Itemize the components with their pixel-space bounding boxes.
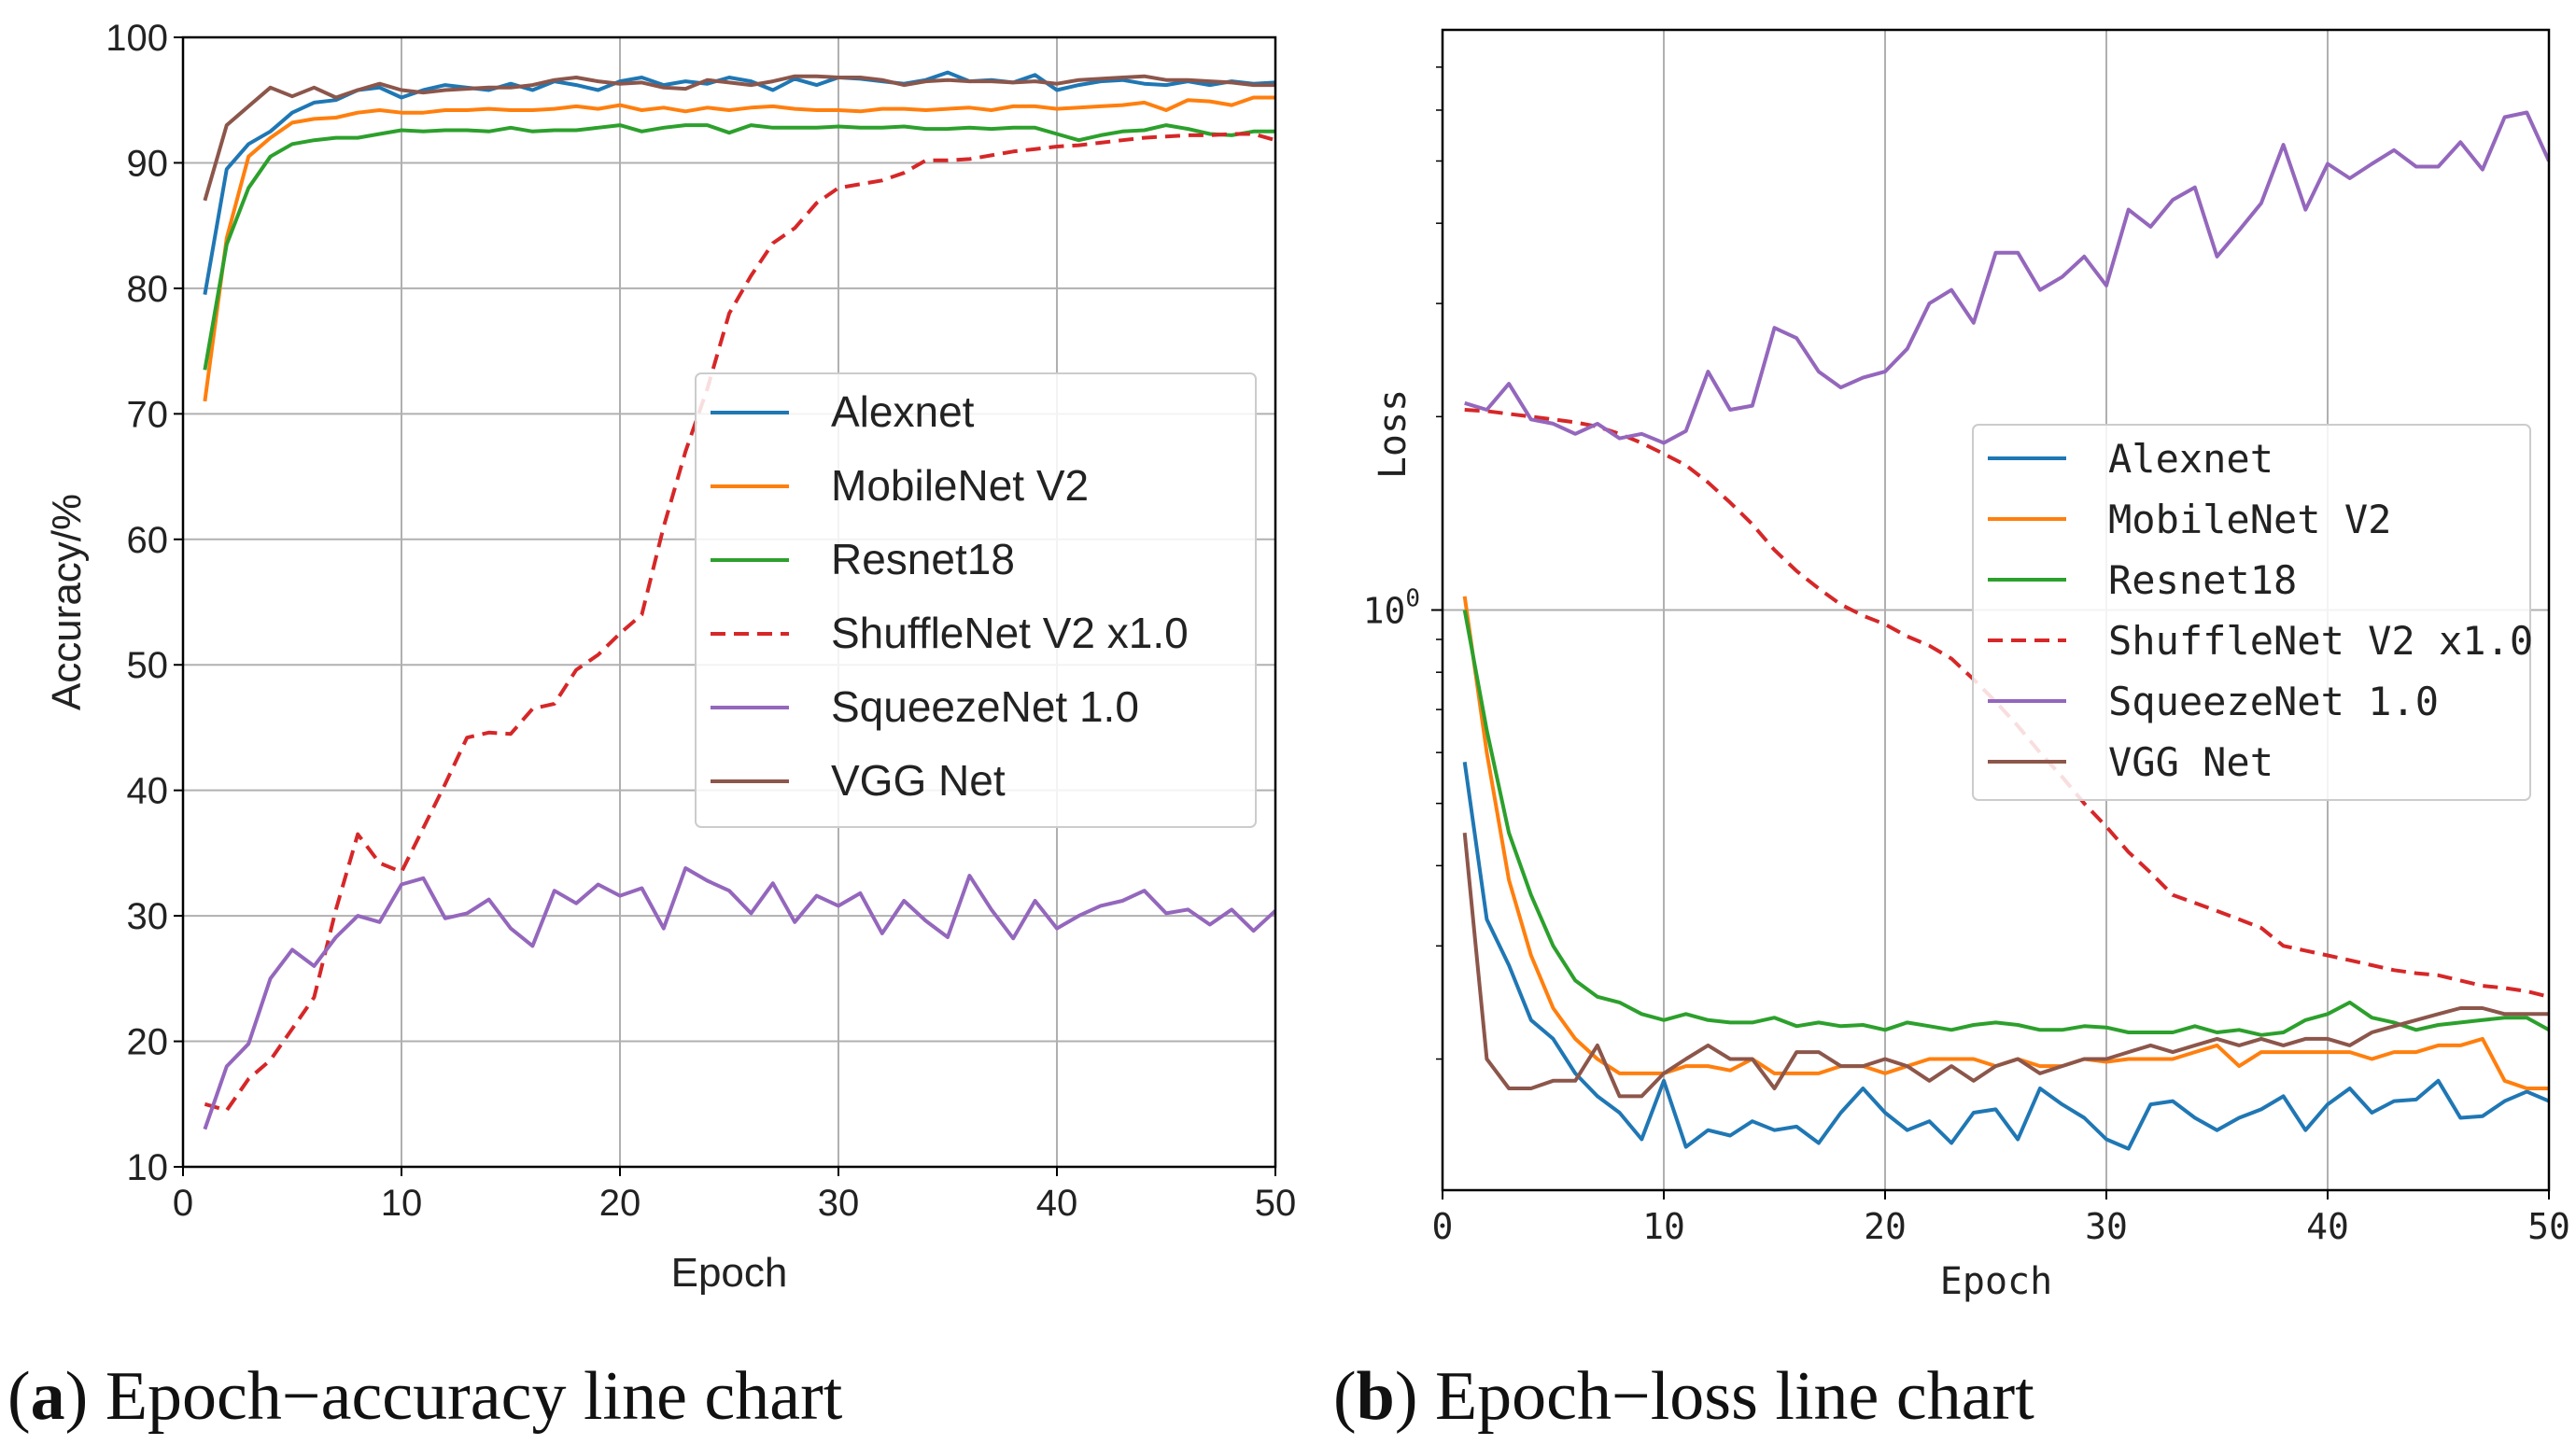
loss-legend: Alexnet MobileNet V2 Resnet18 ShuffleNet V2… — [1972, 424, 2533, 801]
loss-legend-label: MobileNet V2 — [2108, 497, 2391, 542]
loss-ytick-base: 10 — [1363, 591, 1406, 632]
accuracy-ytick-label: 60 — [127, 520, 169, 561]
loss-series-line-2 — [1462, 610, 2549, 1037]
caption-a-close: ) — [65, 1358, 89, 1435]
accuracy-series-line-0 — [203, 70, 1275, 295]
caption-b-letter: b — [1357, 1358, 1395, 1435]
loss-ytick-exp: 0 — [1405, 585, 1420, 613]
accuracy-legend-label: SqueezeNet 1.0 — [831, 682, 1139, 731]
accuracy-ytick-label: 80 — [127, 269, 169, 310]
accuracy-xtick-label: 30 — [818, 1183, 860, 1224]
loss-legend-label: Alexnet — [2108, 436, 2273, 482]
loss-series-line-4 — [1464, 110, 2549, 445]
accuracy-xtick-label: 20 — [599, 1183, 641, 1224]
accuracy-xtick-label: 40 — [1036, 1183, 1078, 1224]
caption-a-open: ( — [7, 1358, 31, 1435]
loss-xtick-label: 20 — [1864, 1206, 1907, 1247]
loss-xlabel: Epoch — [1940, 1260, 2052, 1303]
loss-legend-label: SqueezeNet 1.0 — [2108, 679, 2439, 724]
accuracy-legend-label: ShuffleNet V2 x1.0 — [831, 609, 1189, 657]
accuracy-legend-label: Alexnet — [831, 387, 975, 436]
accuracy-xtick-label: 0 — [173, 1183, 193, 1224]
loss-xtick-label: 0 — [1432, 1206, 1454, 1247]
caption-a-text: Epoch−accuracy line chart — [88, 1358, 842, 1435]
loss-xtick-label: 10 — [1642, 1206, 1685, 1247]
accuracy-plot-frame — [181, 35, 1277, 1169]
accuracy-xlabel: Epoch — [671, 1250, 788, 1296]
loss-xtick-label: 40 — [2306, 1206, 2349, 1247]
loss-legend-box — [1972, 424, 2531, 801]
accuracy-legend: Alexnet MobileNet V2 Resnet18 ShuffleNet V2… — [695, 372, 1257, 828]
accuracy-ylabel: Accuracy/% — [44, 494, 90, 710]
accuracy-ytick-label: 100 — [106, 18, 168, 59]
caption-a-letter: a — [31, 1358, 65, 1435]
accuracy-xtick-label: 50 — [1255, 1183, 1297, 1224]
accuracy-lines — [203, 70, 1275, 1130]
accuracy-series-line-5 — [203, 74, 1275, 202]
accuracy-ytick-label: 40 — [127, 771, 169, 812]
accuracy-ytick-label: 50 — [127, 645, 169, 686]
loss-legend-label: ShuffleNet V2 x1.0 — [2108, 618, 2533, 664]
loss-legend-label: Resnet18 — [2108, 557, 2297, 603]
caption-b-text: Epoch−loss line chart — [1417, 1358, 2034, 1435]
accuracy-ytick-label: 30 — [127, 896, 169, 937]
loss-series-line-5 — [1462, 833, 2549, 1099]
caption-b: (b) Epoch−loss line chart — [1333, 1358, 2034, 1435]
accuracy-legend-label: VGG Net — [831, 756, 1006, 805]
accuracy-legend-label: Resnet18 — [831, 535, 1015, 583]
accuracy-ytick-label: 70 — [127, 394, 169, 435]
accuracy-series-line-2 — [203, 123, 1275, 371]
caption-b-close: ) — [1395, 1358, 1418, 1435]
caption-b-open: ( — [1333, 1358, 1357, 1435]
accuracy-legend-label: MobileNet V2 — [831, 461, 1089, 510]
accuracy-series-line-4 — [203, 866, 1275, 1130]
accuracy-series-line-3 — [204, 132, 1275, 1113]
accuracy-xtick-label: 10 — [381, 1183, 423, 1224]
caption-a: (a) Epoch−accuracy line chart — [7, 1358, 843, 1435]
loss-series-line-0 — [1462, 762, 2549, 1151]
loss-xtick-label: 50 — [2527, 1206, 2570, 1247]
accuracy-series-line-1 — [203, 95, 1275, 402]
loss-ylabel: Loss — [1372, 389, 1415, 479]
accuracy-ytick-label: 90 — [127, 143, 169, 184]
accuracy-legend-box — [695, 372, 1257, 828]
loss-ytick-label: 100 — [1363, 585, 1420, 632]
accuracy-ytick-label: 10 — [127, 1147, 169, 1188]
accuracy-ytick-label: 20 — [127, 1022, 169, 1063]
loss-legend-label: VGG Net — [2108, 739, 2273, 785]
loss-xtick-label: 30 — [2085, 1206, 2128, 1247]
